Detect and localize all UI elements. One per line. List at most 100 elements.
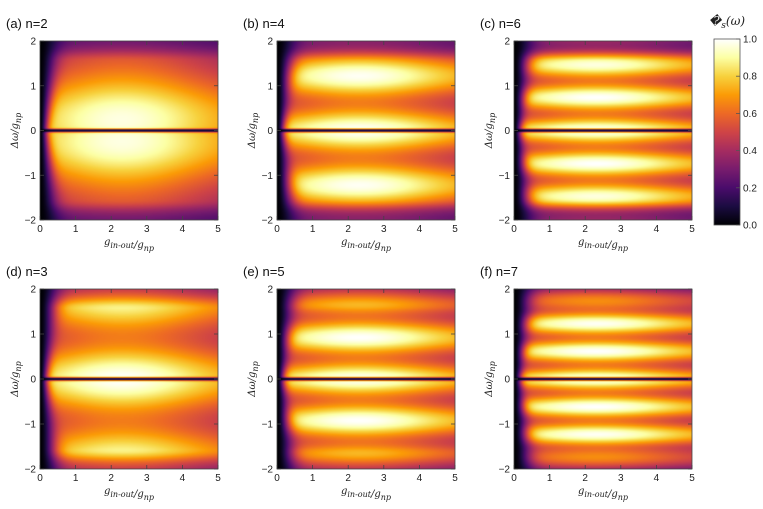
colorbar-title: �s(ω) xyxy=(709,14,745,31)
x-tick-label: 3 xyxy=(618,224,624,235)
x-tick-label: 1 xyxy=(73,224,79,235)
x-tick-label: 0 xyxy=(511,473,517,484)
x-tick-label: 4 xyxy=(180,224,186,235)
y-tick-label: −2 xyxy=(499,465,511,476)
y-tick-label: 1 xyxy=(504,330,510,341)
x-tick-label: 4 xyxy=(180,473,186,484)
y-tick-label: −1 xyxy=(25,420,37,431)
panel-title: (a) n=2 xyxy=(6,16,48,31)
x-tick-label: 4 xyxy=(654,224,660,235)
x-tick-label: 0 xyxy=(274,473,280,484)
x-tick-label: 5 xyxy=(215,224,221,235)
y-tick-label: 1 xyxy=(30,81,36,92)
x-tick-label: 3 xyxy=(144,224,150,235)
x-tick-label: 0 xyxy=(511,224,517,235)
y-tick-label: 0 xyxy=(267,126,273,137)
x-tick-label: 2 xyxy=(582,224,588,235)
y-tick-label: −2 xyxy=(499,216,511,227)
x-axis-label: gin-out/gnp xyxy=(341,486,391,502)
heatmap-image xyxy=(40,41,218,220)
heatmap-image xyxy=(514,289,692,469)
x-tick-label: 0 xyxy=(274,224,280,235)
panel-title: (d) n=3 xyxy=(6,264,48,279)
colorbar-tick-label: 0.6 xyxy=(743,109,757,120)
x-tick-label: 5 xyxy=(689,224,695,235)
x-tick-label: 2 xyxy=(345,473,351,484)
x-tick-label: 3 xyxy=(381,473,387,484)
y-axis-label: Δω/gnp xyxy=(484,361,497,397)
panel-title: (c) n=6 xyxy=(480,16,521,31)
x-tick-label: 0 xyxy=(37,473,43,484)
x-tick-label: 1 xyxy=(547,224,553,235)
y-tick-label: 0 xyxy=(504,375,510,386)
x-tick-label: 2 xyxy=(108,473,114,484)
panel-3: (d) n=3 0 1 2 3 4 5 −2 −1 0 1 2 gin-out/gnp Δω/gnp xyxy=(6,264,221,502)
panel-title: (e) n=5 xyxy=(243,264,285,279)
x-axis-label: gin-out/gnp xyxy=(578,486,628,502)
y-tick-label: 0 xyxy=(30,375,36,386)
y-tick-label: 1 xyxy=(267,81,273,92)
y-tick-label: 2 xyxy=(504,37,510,48)
y-tick-label: −1 xyxy=(499,420,511,431)
heatmap-image xyxy=(277,41,455,220)
panel-title: (f) n=7 xyxy=(480,264,518,279)
heatmap-image xyxy=(40,289,218,469)
x-tick-label: 3 xyxy=(618,473,624,484)
y-axis-label: Δω/gnp xyxy=(10,113,23,149)
y-tick-label: 1 xyxy=(267,330,273,341)
colorbar-tick-label: 0.8 xyxy=(743,72,757,83)
colorbar-tick-label: 0.4 xyxy=(743,146,757,157)
y-tick-label: 2 xyxy=(504,285,510,296)
y-tick-label: 2 xyxy=(30,285,36,296)
colorbar-scale xyxy=(713,38,741,226)
x-tick-label: 5 xyxy=(452,473,458,484)
panel-2: (a) n=2 0 1 2 3 4 5 −2 −1 0 1 2 gin-out/gnp Δω/gnp xyxy=(6,16,221,253)
colorbar-tick-label: 1.0 xyxy=(743,35,757,46)
x-tick-label: 5 xyxy=(689,473,695,484)
y-tick-label: 1 xyxy=(504,81,510,92)
x-tick-label: 2 xyxy=(108,224,114,235)
panel-7: (f) n=7 0 1 2 3 4 5 −2 −1 0 1 2 gin-out/gnp Δω/gnp xyxy=(480,264,695,502)
y-tick-label: 0 xyxy=(267,375,273,386)
x-tick-label: 3 xyxy=(381,224,387,235)
x-tick-label: 1 xyxy=(547,473,553,484)
y-tick-label: 2 xyxy=(267,285,273,296)
x-axis-label: gin-out/gnp xyxy=(104,486,154,502)
x-tick-label: 4 xyxy=(654,473,660,484)
y-axis-label: Δω/gnp xyxy=(10,361,23,397)
y-tick-label: −2 xyxy=(262,465,274,476)
x-tick-label: 1 xyxy=(310,473,316,484)
y-tick-label: −2 xyxy=(262,216,274,227)
heatmap-image xyxy=(514,41,692,220)
y-axis-label: Δω/gnp xyxy=(247,361,260,397)
y-tick-label: −1 xyxy=(25,171,37,182)
x-tick-label: 2 xyxy=(582,473,588,484)
colorbar: �s(ω) 0.0 0.2 0.4 0.6 0.8 1.0 xyxy=(709,14,757,232)
y-axis-label: Δω/gnp xyxy=(247,113,260,149)
y-tick-label: −2 xyxy=(25,216,37,227)
y-tick-label: 1 xyxy=(30,330,36,341)
y-tick-label: −1 xyxy=(499,171,511,182)
x-tick-label: 1 xyxy=(73,473,79,484)
y-tick-label: 0 xyxy=(30,126,36,137)
panel-5: (e) n=5 0 1 2 3 4 5 −2 −1 0 1 2 gin-out/gnp Δω/gnp xyxy=(243,264,458,502)
y-axis-label: Δω/gnp xyxy=(484,113,497,149)
y-tick-label: −2 xyxy=(25,465,37,476)
panels: (a) n=2 0 1 2 3 4 5 −2 −1 0 1 2 gin-out/gnp Δω/gnp (b)… xyxy=(6,16,695,502)
panel-6: (c) n=6 0 1 2 3 4 5 −2 −1 0 1 2 gin-out/gnp Δω/gnp xyxy=(480,16,695,253)
x-axis-label: gin-out/gnp xyxy=(104,237,154,253)
x-tick-label: 5 xyxy=(452,224,458,235)
y-tick-label: −1 xyxy=(262,171,274,182)
y-tick-label: 2 xyxy=(267,37,273,48)
x-tick-label: 4 xyxy=(417,473,423,484)
panel-title: (b) n=4 xyxy=(243,16,285,31)
panel-4: (b) n=4 0 1 2 3 4 5 −2 −1 0 1 2 gin-out/gnp Δω/gnp xyxy=(243,16,458,253)
x-tick-label: 3 xyxy=(144,473,150,484)
colorbar-tick-label: 0.0 xyxy=(743,221,757,232)
x-axis-label: gin-out/gnp xyxy=(578,237,628,253)
x-tick-label: 5 xyxy=(215,473,221,484)
y-tick-label: −1 xyxy=(262,420,274,431)
x-tick-label: 4 xyxy=(417,224,423,235)
x-tick-label: 2 xyxy=(345,224,351,235)
x-tick-label: 0 xyxy=(37,224,43,235)
